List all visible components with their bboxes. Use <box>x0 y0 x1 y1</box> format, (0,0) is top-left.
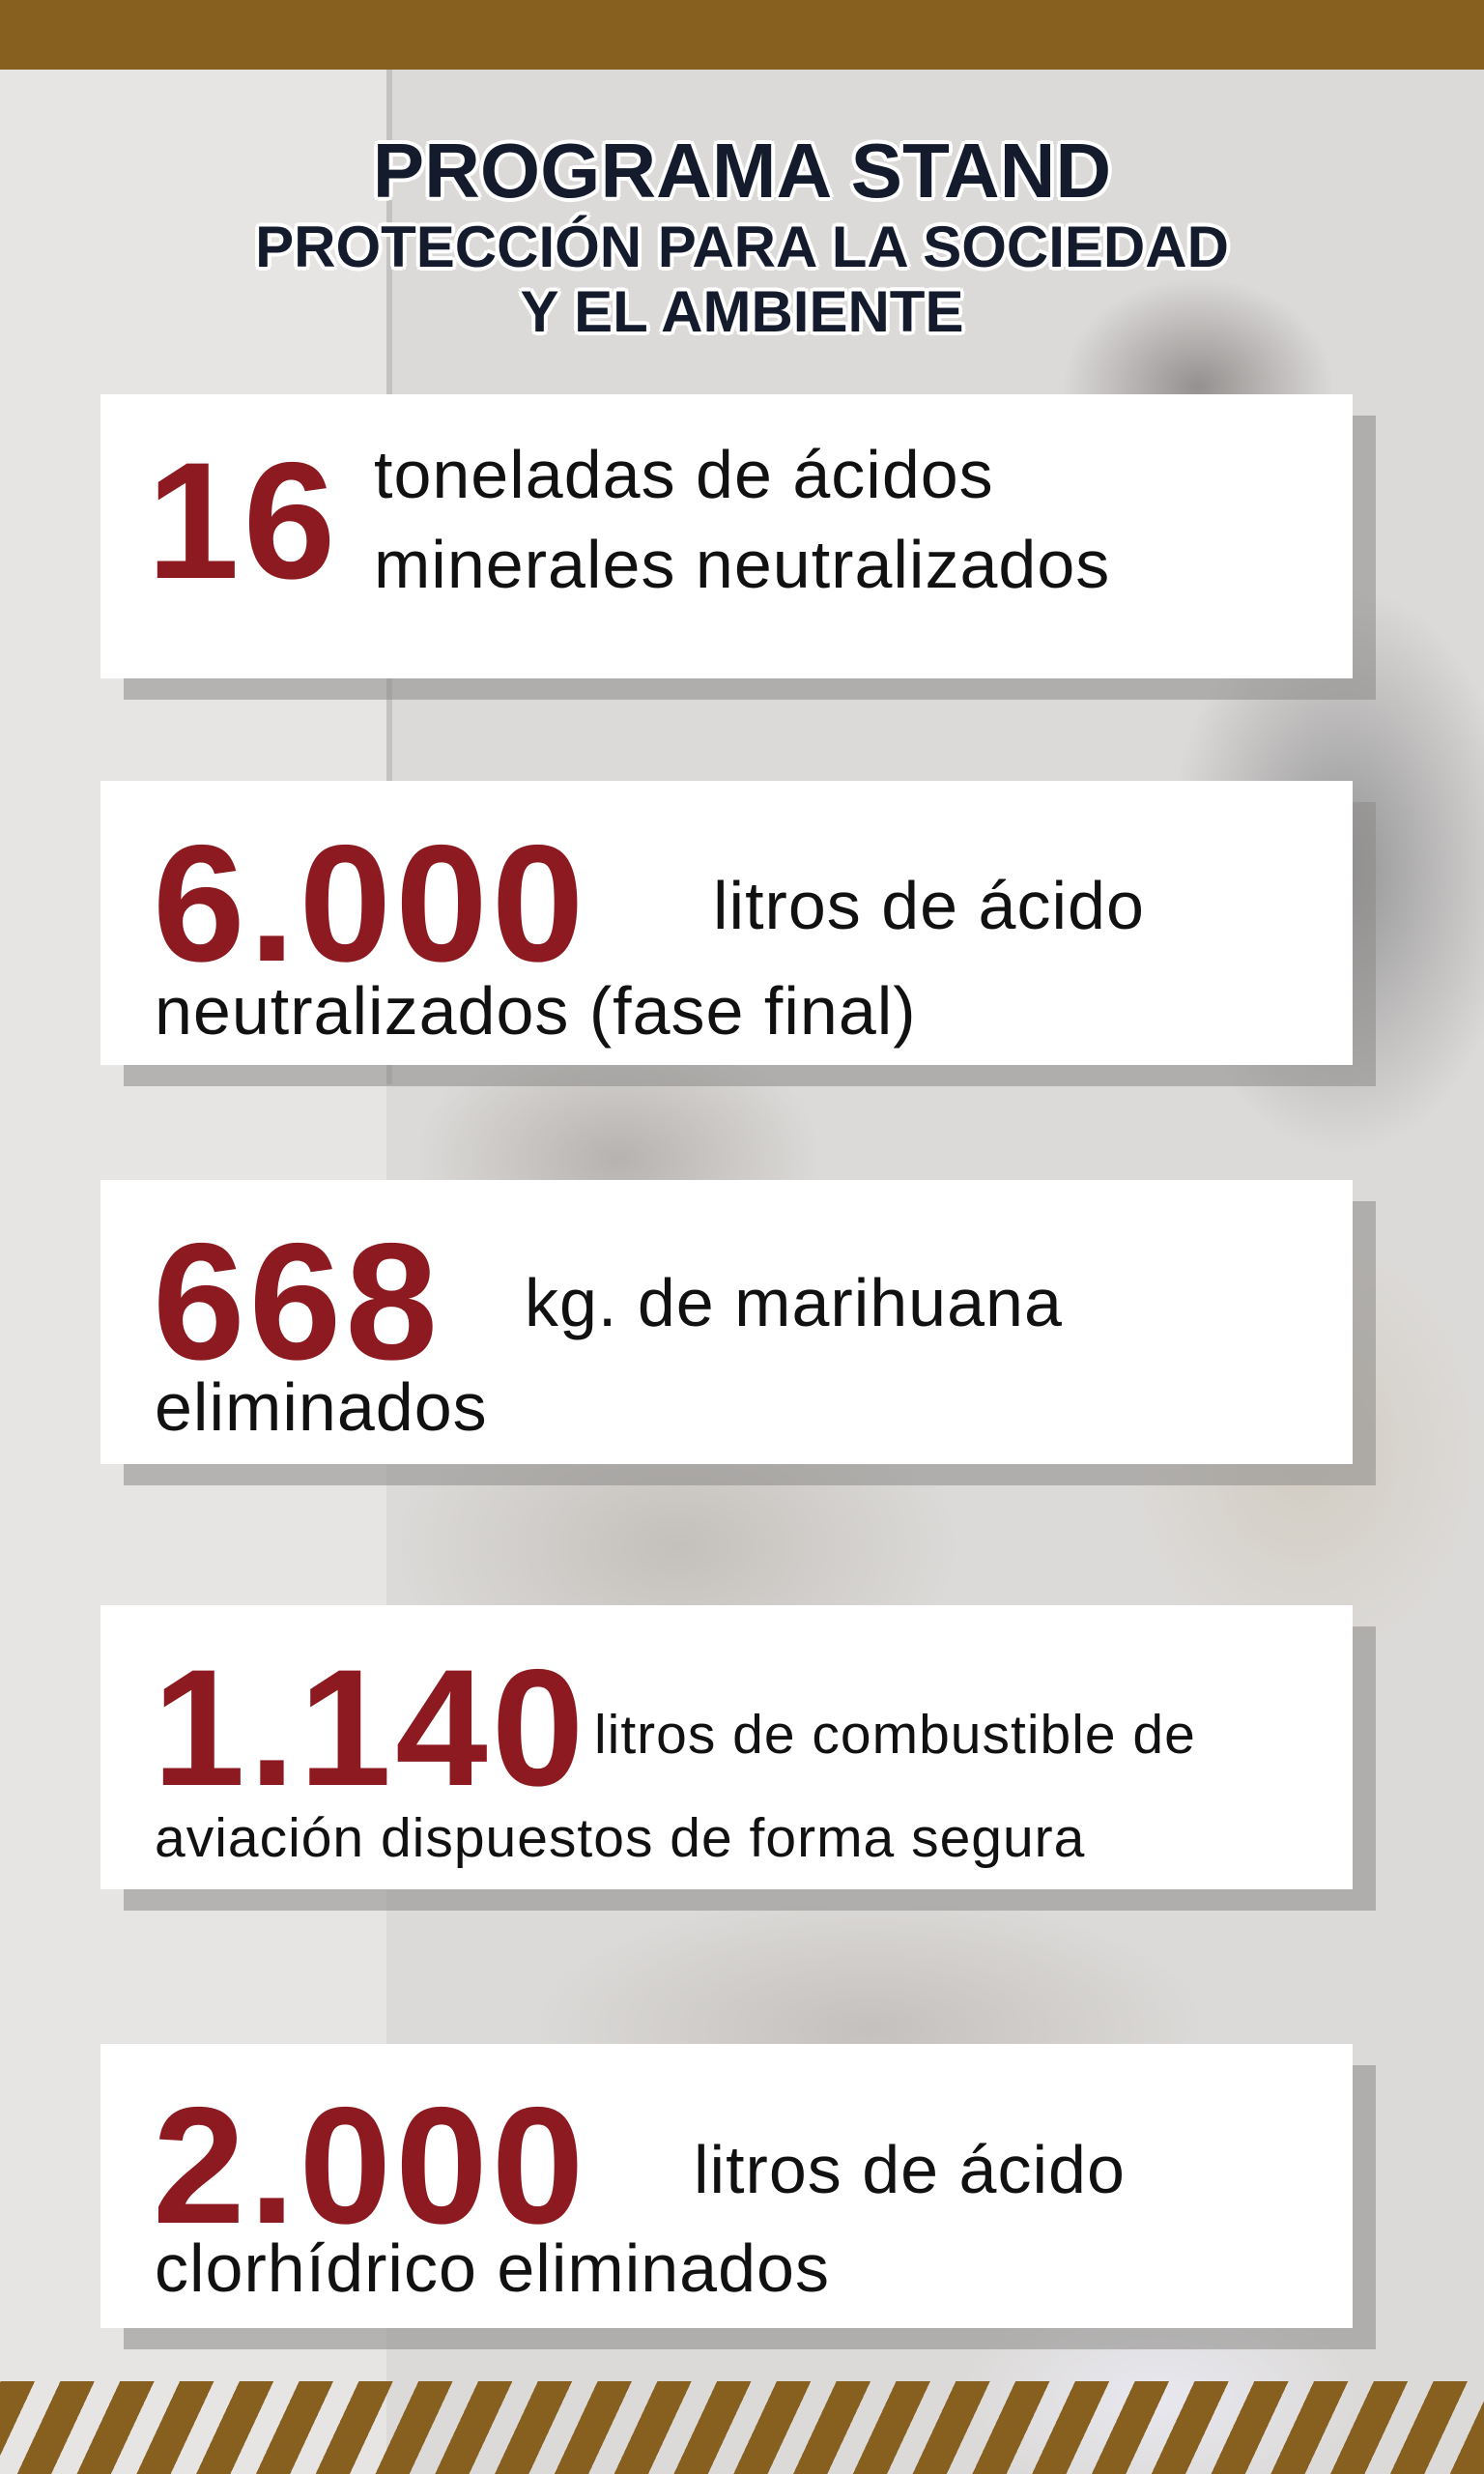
stat-text-line1: litros de combustible de <box>594 1704 1196 1766</box>
page-subtitle-line1: PROTECCIÓN PARA LA SOCIEDAD <box>255 215 1229 279</box>
stat-text-line1: kg. de marihuana <box>525 1265 1063 1340</box>
stat-text-line2: neutralizados (fase final) <box>155 973 917 1049</box>
stat-card-marijuana: 668 kg. de marihuana eliminados <box>100 1180 1353 1464</box>
stat-text-line1: toneladas de ácidos <box>374 437 994 512</box>
decorative-stripes <box>0 2381 1484 2474</box>
stat-text-line1: litros de ácido <box>694 2132 1126 2207</box>
page-subtitle-line2: Y EL AMBIENTE <box>520 279 964 344</box>
stat-text-line2: aviación dispuestos de forma segura <box>155 1807 1086 1869</box>
stat-card-hydrochloric-acid: 2.000 litros de ácido clorhídrico elimin… <box>100 2044 1353 2328</box>
stat-number: 2.000 <box>153 2073 588 2258</box>
stat-text-line2: eliminados <box>155 1369 488 1445</box>
stat-text-line2: clorhídrico eliminados <box>155 2230 830 2306</box>
top-bar <box>0 0 1484 70</box>
stat-number: 6.000 <box>153 811 588 996</box>
stat-number: 16 <box>147 428 340 614</box>
stat-card-aviation-fuel: 1.140 litros de combustible de aviación … <box>100 1605 1353 1889</box>
stat-number: 668 <box>153 1209 442 1395</box>
stat-card-acids: 16 toneladas de ácidos minerales neutral… <box>100 394 1353 678</box>
stat-number: 1.140 <box>153 1635 588 1821</box>
stat-card-acid-liters: 6.000 litros de ácido neutralizados (fas… <box>100 781 1353 1065</box>
page-title: PROGRAMA STAND <box>372 128 1112 214</box>
stat-text-line1: litros de ácido <box>713 868 1145 943</box>
stat-text-line2: minerales neutralizados <box>374 527 1111 602</box>
